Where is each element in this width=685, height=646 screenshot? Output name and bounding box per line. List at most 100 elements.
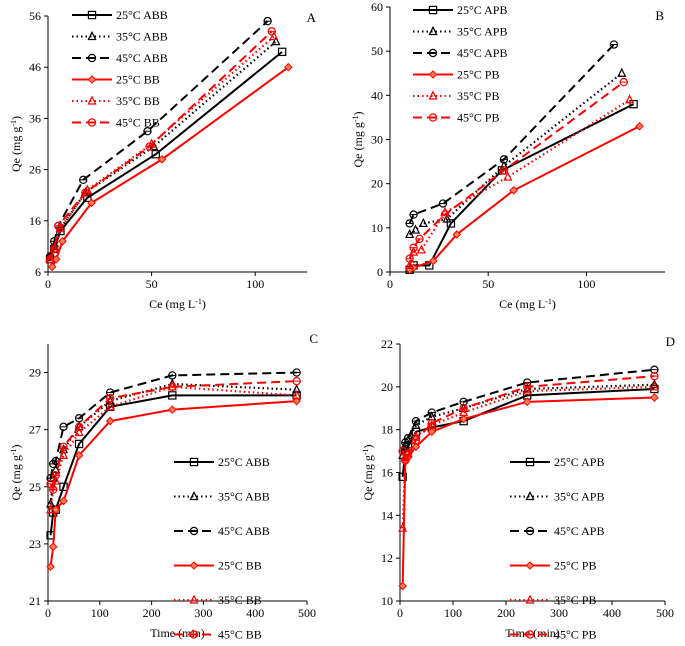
y-tick-label: 21 xyxy=(29,594,41,608)
x-axis-title: Time (min) xyxy=(505,626,560,640)
data-point xyxy=(81,188,90,197)
legend-entry: 45°C APB xyxy=(413,46,507,60)
data-point xyxy=(398,522,408,532)
series-4 xyxy=(47,62,293,272)
x-tick-label: 400 xyxy=(603,606,621,620)
data-point xyxy=(405,254,414,263)
legend-label: 35°C APB xyxy=(554,490,604,504)
y-axis-title-sup: -1 xyxy=(351,116,360,123)
legend-marker xyxy=(189,490,199,501)
y-axis-title-main: Qe (mg g xyxy=(351,122,365,167)
data-point xyxy=(74,426,84,437)
data-point xyxy=(427,419,437,429)
data-point xyxy=(619,77,628,87)
x-tick-label: 100 xyxy=(91,606,109,620)
y-tick-label: 23 xyxy=(29,537,41,551)
x-tick-label: 50 xyxy=(146,277,158,291)
series-line xyxy=(408,81,625,260)
legend-marker xyxy=(525,630,535,639)
data-point xyxy=(416,244,426,254)
data-point xyxy=(411,436,421,445)
legend-label: 25°C PB xyxy=(457,68,499,82)
y-tick-label: 36 xyxy=(29,111,41,125)
data-point xyxy=(650,365,659,374)
series-5 xyxy=(45,30,279,263)
data-point xyxy=(401,438,410,447)
panel-d: 0 100 200 300 400 500 10 12 14 16 18 20 22 Time (min)… xyxy=(361,334,676,642)
series-6 xyxy=(45,27,276,264)
data-point xyxy=(46,562,55,572)
data-point xyxy=(284,62,293,72)
series-6 xyxy=(405,77,628,263)
legend-label: 25°C ABB xyxy=(116,8,168,22)
y-tick-label: 26 xyxy=(29,163,41,177)
y-tick-label: 18 xyxy=(381,423,393,437)
data-point xyxy=(503,171,513,181)
y-axis-title-sup: -1 xyxy=(9,120,18,127)
legend-label: 45°C PB xyxy=(457,111,499,125)
y-axis-title-sup: -1 xyxy=(361,449,370,456)
data-point xyxy=(59,442,68,451)
legend-marker xyxy=(189,561,199,570)
data-point xyxy=(51,464,61,474)
data-point xyxy=(499,155,509,164)
data-point xyxy=(74,422,84,432)
legend-marker xyxy=(428,70,438,79)
data-point xyxy=(459,397,468,407)
data-point xyxy=(418,217,428,228)
legend-marker xyxy=(189,526,199,536)
legend-marker xyxy=(525,526,535,536)
legend-label: 45°C APB xyxy=(554,524,604,538)
series-line xyxy=(49,380,297,493)
data-point xyxy=(415,234,424,244)
data-point xyxy=(403,434,413,444)
legend-entry: 25°C PB xyxy=(413,68,499,82)
data-point xyxy=(168,391,177,400)
data-point xyxy=(151,150,160,159)
legend-label: 35°C APB xyxy=(457,25,507,39)
data-point xyxy=(427,427,437,437)
series-line xyxy=(49,35,275,260)
y-tick-label: 20 xyxy=(371,177,383,191)
x-tick-label: 50 xyxy=(482,277,494,291)
x-tick-label: 100 xyxy=(444,606,462,620)
y-tick-label: 25 xyxy=(29,480,41,494)
series-3 xyxy=(398,365,659,456)
data-point xyxy=(398,446,407,456)
series-line xyxy=(49,400,297,567)
legend-entry: 35°C APB xyxy=(510,490,604,504)
legend-entry: 35°C APB xyxy=(413,25,507,39)
legend-entry: 25°C PB xyxy=(510,559,596,573)
legend-label: 25°C BB xyxy=(218,559,262,573)
legend-entry: 25°C ABB xyxy=(174,455,270,469)
series-line xyxy=(408,98,631,266)
legend-label: 35°C ABB xyxy=(116,30,168,44)
y-tick-label: 0 xyxy=(377,265,383,279)
y-tick-label: 16 xyxy=(381,466,393,480)
legend-marker xyxy=(428,90,438,100)
x-tick-label: 500 xyxy=(298,606,316,620)
data-point xyxy=(405,219,414,228)
data-point xyxy=(403,451,413,460)
legend-label: 35°C BB xyxy=(218,593,262,607)
legend-label: 35°C PB xyxy=(554,593,596,607)
data-point xyxy=(267,27,276,36)
data-point xyxy=(649,381,659,391)
y-tick-label: 50 xyxy=(371,44,383,58)
legend-label: 25°C ABB xyxy=(218,455,270,469)
data-point xyxy=(398,472,407,481)
y-tick-label: 46 xyxy=(29,60,41,74)
y-axis-title-main: Qe (mg g xyxy=(361,455,375,500)
legend-label: 35°C PB xyxy=(457,89,499,103)
legend-label: 25°C BB xyxy=(116,73,160,87)
y-tick-label: 22 xyxy=(381,337,393,351)
x-axis-title-tail: ) xyxy=(552,297,556,311)
data-point xyxy=(459,414,468,424)
series-line xyxy=(49,382,297,505)
data-point xyxy=(157,155,167,164)
y-tick-label: 30 xyxy=(371,133,383,147)
series-5 xyxy=(398,381,659,532)
x-axis-title: Ce (mg L-1) xyxy=(499,297,556,312)
series-4 xyxy=(46,396,301,572)
